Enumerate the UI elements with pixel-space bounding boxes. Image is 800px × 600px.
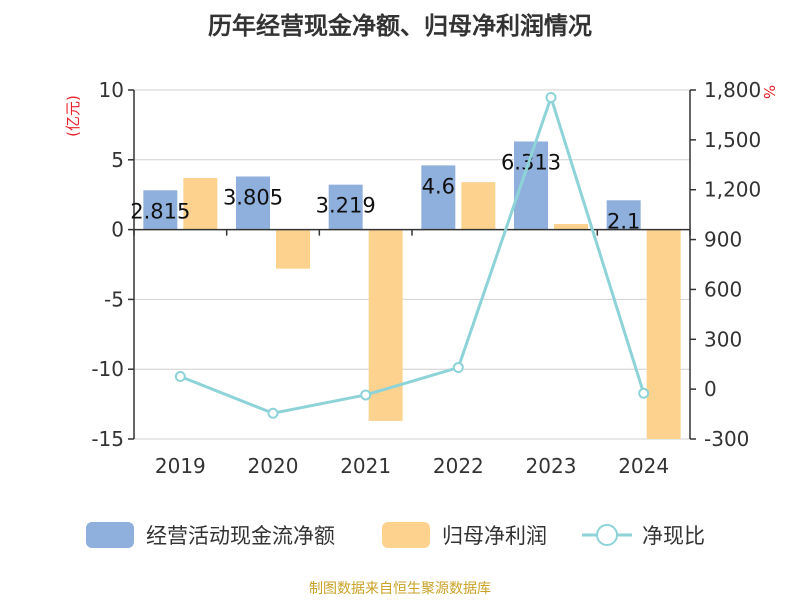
point-cash-ratio (267, 407, 279, 419)
right-tick-label: 1,200 (704, 178, 761, 202)
left-axis-unit: (亿元) (64, 95, 82, 137)
legend-label-cash-ratio: 净现比 (642, 524, 705, 548)
point-cash-ratio (452, 362, 464, 374)
right-tick-label: 0 (704, 377, 717, 401)
left-tick-label: 10 (99, 78, 124, 102)
line-cash-ratio (179, 92, 646, 415)
data-label-cash-flow: 4.6 (422, 174, 455, 198)
right-tick-label: 900 (704, 228, 742, 252)
bar-net-profit (276, 229, 310, 269)
category-label: 2019 (155, 454, 206, 478)
data-label-cash-flow: 2.815 (130, 199, 190, 223)
category-label: 2020 (248, 454, 299, 478)
data-label-cash-flow: 3.805 (223, 185, 283, 209)
right-tick-label: 1,800 (704, 78, 761, 102)
data-label-cash-flow: 2.1 (607, 209, 640, 233)
bar-cash-flow (236, 176, 270, 230)
left-tick-label: 5 (111, 148, 124, 172)
legend-label-net-profit: 归母净利润 (442, 524, 547, 548)
data-source-note: 制图数据来自恒生聚源数据库 (309, 581, 491, 597)
bar-net-profit (646, 229, 681, 439)
point-cash-ratio (545, 91, 557, 103)
bar-net-profit (461, 182, 496, 230)
bar-cash-flow (143, 190, 178, 230)
category-label: 2024 (618, 454, 669, 478)
legend-swatch-cash-ratio-marker (596, 524, 618, 546)
bar-cash-flow (421, 165, 456, 230)
category-label: 2023 (526, 454, 577, 478)
bar-net-profit (183, 177, 218, 230)
bar-cash-flow (606, 200, 641, 230)
point-cash-ratio (360, 389, 372, 401)
point-cash-ratio (174, 371, 186, 383)
right-axis-unit: % (760, 85, 778, 99)
category-label: 2021 (340, 454, 391, 478)
point-cash-ratio (638, 387, 650, 399)
right-tick-label: 300 (704, 327, 742, 351)
right-tick-label: -300 (704, 427, 749, 451)
legend-label-cash-flow: 经营活动现金流净额 (146, 524, 335, 548)
right-tick-label: 1,500 (704, 128, 761, 152)
bar-net-profit (554, 224, 588, 230)
left-tick-label: -10 (91, 357, 124, 381)
left-tick-label: -5 (104, 287, 124, 311)
bar-cash-flow (328, 184, 363, 230)
legend-swatch-net-profit (382, 522, 430, 548)
right-tick-label: 600 (704, 277, 742, 301)
left-tick-label: 0 (111, 218, 124, 242)
left-tick-label: -15 (91, 427, 124, 451)
data-label-cash-flow: 3.219 (316, 194, 376, 218)
chart-title: 历年经营现金净额、归母净利润情况 (208, 12, 592, 40)
category-label: 2022 (433, 454, 484, 478)
legend-swatch-cash-flow (86, 522, 134, 548)
